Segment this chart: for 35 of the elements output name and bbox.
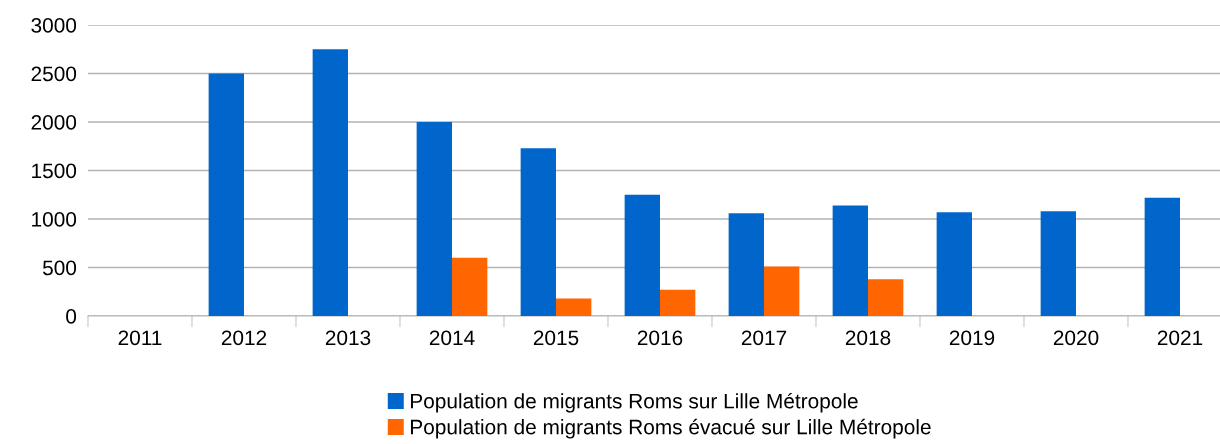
x-tick-label: 2021 (1157, 330, 1203, 346)
legend-label: Population de migrants Roms évacué sur Lille Métropole (411, 418, 931, 439)
x-tick-label: 2015 (533, 330, 579, 346)
bar (868, 279, 904, 316)
x-tick-label: 2013 (325, 330, 371, 346)
bar (832, 205, 868, 316)
y-tick-label: 3000 (31, 18, 77, 33)
legend-label: Population de migrants Roms sur Lille Métropole (411, 392, 858, 413)
x-tick-label: 2018 (845, 330, 891, 346)
bar (416, 122, 452, 316)
x-tick-label: 2016 (637, 330, 683, 346)
bar (728, 213, 764, 316)
bar (660, 289, 696, 316)
y-tick-label: 2500 (31, 66, 77, 82)
y-tick-label: 1500 (32, 163, 77, 179)
bar (208, 73, 244, 316)
y-tick-label: 1000 (32, 212, 77, 227)
bar (452, 257, 488, 316)
bar (556, 298, 592, 316)
x-tick-label: 2012 (221, 330, 267, 346)
x-tick-label: 2020 (1053, 330, 1099, 346)
bar (1144, 197, 1180, 316)
x-tick-label: 2019 (949, 330, 995, 346)
y-tick-label: 500 (42, 260, 77, 276)
y-tick-label: 2000 (31, 115, 77, 130)
bar (624, 194, 660, 316)
bar (936, 212, 972, 316)
x-tick-label: 2017 (741, 330, 787, 346)
bar (1040, 211, 1076, 316)
x-tick-label: 2014 (429, 330, 475, 346)
bar (520, 148, 556, 316)
bar (312, 49, 348, 316)
y-tick-label: 0 (66, 309, 77, 324)
x-tick-label: 2011 (118, 330, 162, 346)
bar (764, 266, 800, 316)
